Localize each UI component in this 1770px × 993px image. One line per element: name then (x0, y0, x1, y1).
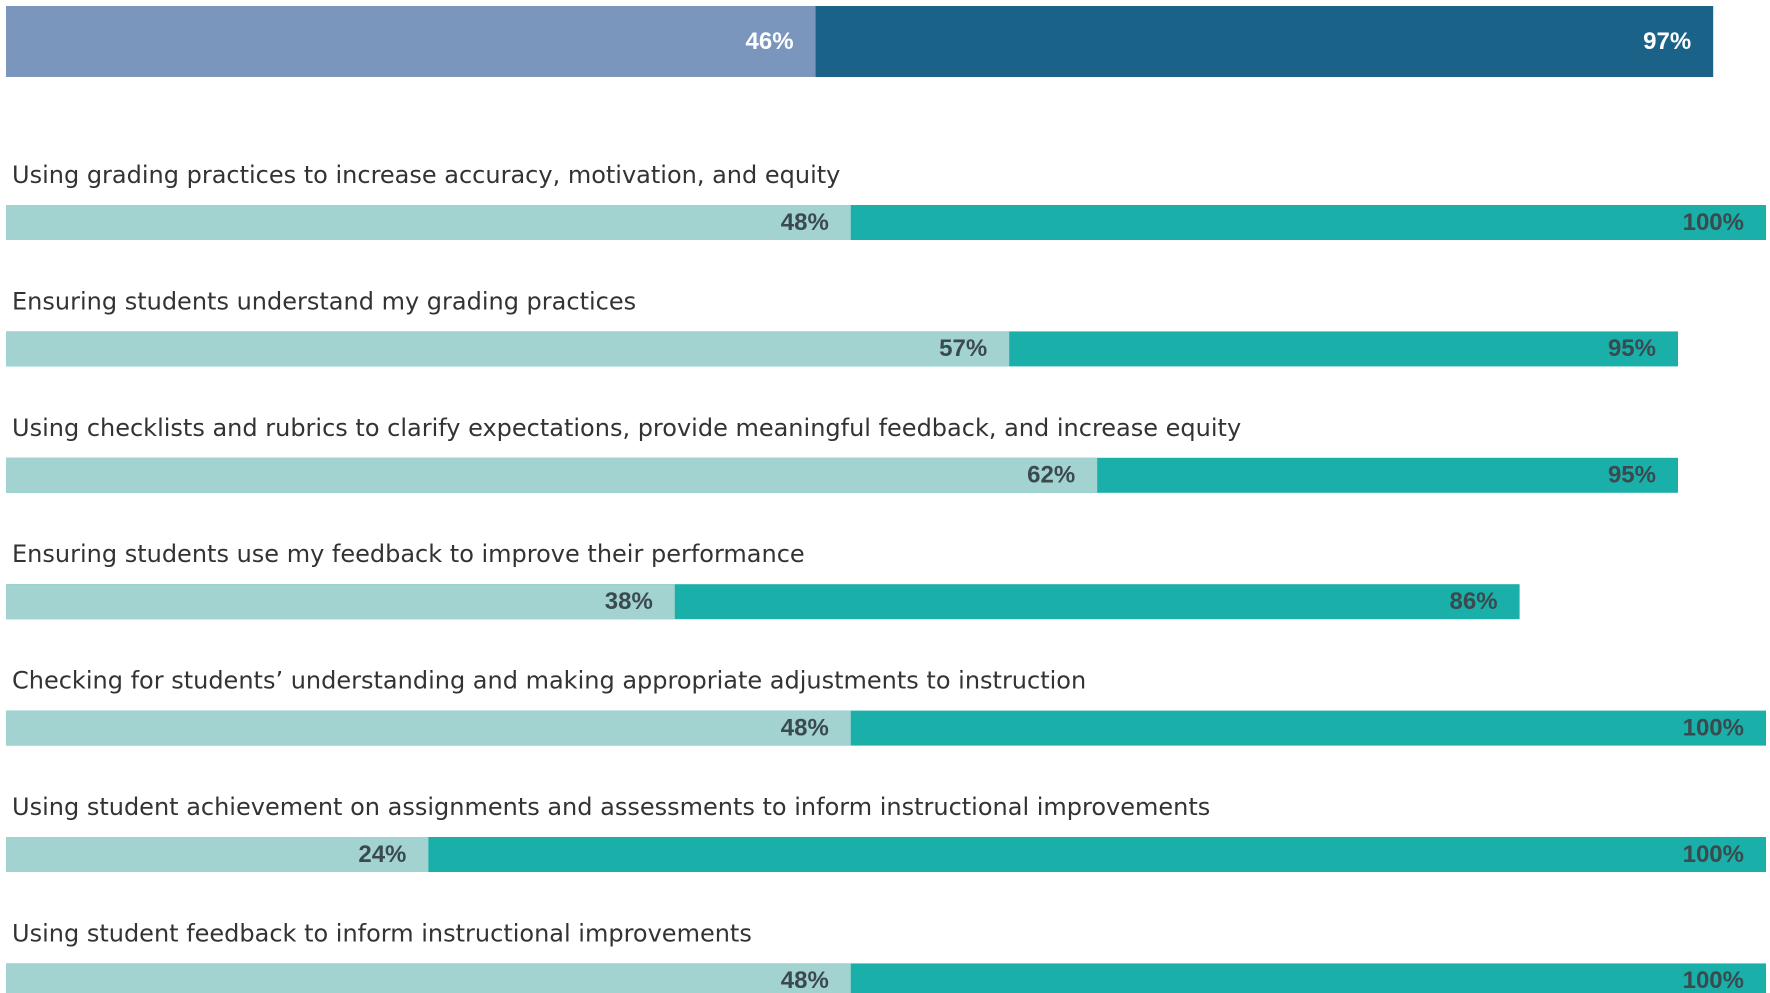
bar (6, 963, 851, 993)
bar (6, 6, 816, 77)
category-label: Ensuring students use my feedback to imp… (12, 540, 805, 568)
value-label: 48% (781, 209, 829, 236)
bar (6, 331, 1010, 367)
value-label: 48% (781, 967, 829, 993)
value-label: 95% (1608, 335, 1656, 362)
bar (6, 837, 429, 872)
value-label: 57% (939, 335, 987, 362)
bar (6, 710, 851, 746)
value-label: 38% (605, 588, 653, 615)
value-label: 100% (1683, 209, 1744, 236)
value-label: 97% (1643, 28, 1691, 55)
category-label: Using checklists and rubrics to clarify … (12, 414, 1241, 442)
bar (6, 205, 851, 240)
bar (6, 457, 1098, 493)
value-label: 48% (781, 714, 829, 741)
category-label: Checking for students’ understanding and… (12, 667, 1086, 695)
category-label: Using student achievement on assignments… (12, 793, 1210, 821)
value-label: 95% (1608, 462, 1656, 489)
value-label: 100% (1683, 841, 1744, 868)
category-label: Ensuring students understand my grading … (12, 287, 636, 315)
value-label: 86% (1450, 588, 1498, 615)
value-label: 62% (1027, 462, 1075, 489)
category-label: Using grading practices to increase accu… (12, 161, 840, 189)
value-label: 100% (1683, 967, 1744, 993)
value-label: 100% (1683, 714, 1744, 741)
bar (6, 584, 675, 620)
category-label: Using student feedback to inform instruc… (12, 919, 752, 947)
value-label: 46% (746, 28, 794, 55)
value-label: 24% (358, 841, 406, 868)
